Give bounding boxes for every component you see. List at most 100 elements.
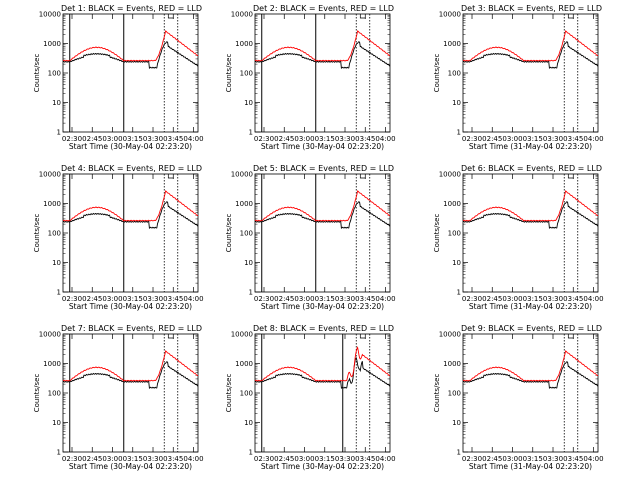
series-events-line [62,201,199,229]
y-tick-label: 100 [448,70,461,78]
x-axis-label: Start Time (30-May-04 02:23:20) [261,462,384,471]
x-tick-label: 02:45 [482,295,502,303]
y-axis-label: Counts/sec [433,54,441,93]
top-bracket-marker [359,334,366,339]
x-tick-label: 03:00 [102,135,122,143]
y-tick-label: 10000 [39,331,61,339]
x-tick-label: 03:00 [502,295,522,303]
x-tick-label: 03:15 [523,295,543,303]
x-tick-label: 03:15 [315,135,335,143]
x-tick-label: 04:00 [375,455,395,463]
x-tick-label: 03:00 [294,135,314,143]
detector-panel: Det 1: BLACK = Events, RED = LLD 1 10 100 10… [33,4,204,151]
y-tick-label: 1 [57,289,61,297]
x-tick-label: 03:45 [563,455,583,463]
series-events-line [462,361,599,389]
x-tick-label: 02:30 [62,135,82,143]
y-tick-label: 100 [240,390,253,398]
x-tick-label: 02:30 [254,455,274,463]
top-bracket-marker [167,14,174,19]
series-events-line [462,41,599,69]
y-tick-label: 10 [452,419,461,427]
y-tick-label: 1 [249,289,253,297]
x-axis-label: Start Time (30-May-04 02:23:20) [69,302,192,311]
y-tick-label: 10 [52,259,61,267]
x-tick-label: 03:30 [143,135,163,143]
detector-panel: Det 2: BLACK = Events, RED = LLD 1 10 100 10… [225,4,396,151]
y-tick-label: 10 [52,99,61,107]
x-axis-label: Start Time (30-May-04 02:23:20) [261,302,384,311]
y-tick-label: 100 [448,390,461,398]
y-tick-label: 10000 [39,171,61,179]
x-axis-label: Start Time (31-May-04 02:23:20) [469,462,592,471]
x-tick-label: 02:45 [82,135,102,143]
y-tick-label: 10 [244,99,253,107]
x-tick-label: 03:30 [143,455,163,463]
x-tick-label: 02:45 [482,135,502,143]
y-axis-label: Counts/sec [225,214,233,253]
y-tick-label: 100 [48,230,61,238]
x-tick-label: 03:00 [102,455,122,463]
x-tick-label: 02:30 [62,455,82,463]
detector-panel: Det 5: BLACK = Events, RED = LLD 1 10 100 10… [225,164,396,311]
y-tick-label: 100 [448,230,461,238]
panel-title: Det 6: BLACK = Events, RED = LLD [461,164,602,173]
y-tick-label: 10000 [439,11,461,19]
x-tick-label: 04:00 [375,135,395,143]
panel-title: Det 4: BLACK = Events, RED = LLD [61,164,202,173]
x-tick-label: 03:45 [563,135,583,143]
x-tick-label: 03:15 [315,455,335,463]
x-tick-label: 04:00 [375,295,395,303]
y-tick-label: 100 [48,390,61,398]
x-tick-label: 02:45 [274,295,294,303]
y-tick-label: 1 [249,129,253,137]
y-tick-label: 10000 [39,11,61,19]
x-tick-label: 03:00 [502,455,522,463]
x-tick-label: 03:00 [294,455,314,463]
detector-panel: Det 7: BLACK = Events, RED = LLD 1 10 100 10… [33,324,204,471]
panel-title: Det 5: BLACK = Events, RED = LLD [253,164,394,173]
y-axis-label: Counts/sec [33,374,41,413]
series-events-line [254,356,391,389]
x-tick-label: 03:45 [563,295,583,303]
x-tick-label: 03:45 [355,135,375,143]
y-tick-label: 10000 [231,171,253,179]
x-tick-label: 03:30 [335,455,355,463]
y-axis-label: Counts/sec [225,374,233,413]
y-tick-label: 1000 [443,200,461,208]
x-tick-label: 02:45 [274,455,294,463]
y-tick-label: 10 [52,419,61,427]
x-axis-label: Start Time (30-May-04 02:23:20) [261,142,384,151]
y-axis-label: Counts/sec [33,214,41,253]
x-axis-label: Start Time (30-May-04 02:23:20) [69,142,192,151]
y-axis-label: Counts/sec [33,54,41,93]
x-tick-label: 02:45 [482,455,502,463]
y-tick-label: 100 [240,230,253,238]
x-tick-label: 03:30 [335,135,355,143]
y-tick-label: 100 [48,70,61,78]
y-tick-label: 1000 [43,200,61,208]
y-tick-label: 1000 [43,40,61,48]
x-tick-label: 03:30 [543,455,563,463]
x-tick-label: 03:00 [294,295,314,303]
y-tick-label: 1 [457,289,461,297]
panel-title: Det 8: BLACK = Events, RED = LLD [253,324,394,333]
x-tick-label: 02:30 [62,295,82,303]
detector-panel: Det 9: BLACK = Events, RED = LLD 1 10 100 10… [433,324,604,471]
y-tick-label: 1000 [43,360,61,368]
y-tick-label: 10 [244,419,253,427]
x-tick-label: 03:45 [355,455,375,463]
series-events-line [462,201,599,229]
series-lld-line [254,30,391,62]
series-lld-line [62,30,199,62]
x-tick-label: 04:00 [183,135,203,143]
y-tick-label: 10000 [439,331,461,339]
detector-panel: Det 8: BLACK = Events, RED = LLD 1 10 100 10… [225,324,396,471]
x-tick-label: 04:00 [183,455,203,463]
detector-panel: Det 3: BLACK = Events, RED = LLD 1 10 100 10… [433,4,604,151]
x-tick-label: 03:00 [502,135,522,143]
x-tick-label: 03:45 [163,455,183,463]
x-tick-label: 04:00 [583,295,603,303]
series-lld-line [254,346,391,382]
